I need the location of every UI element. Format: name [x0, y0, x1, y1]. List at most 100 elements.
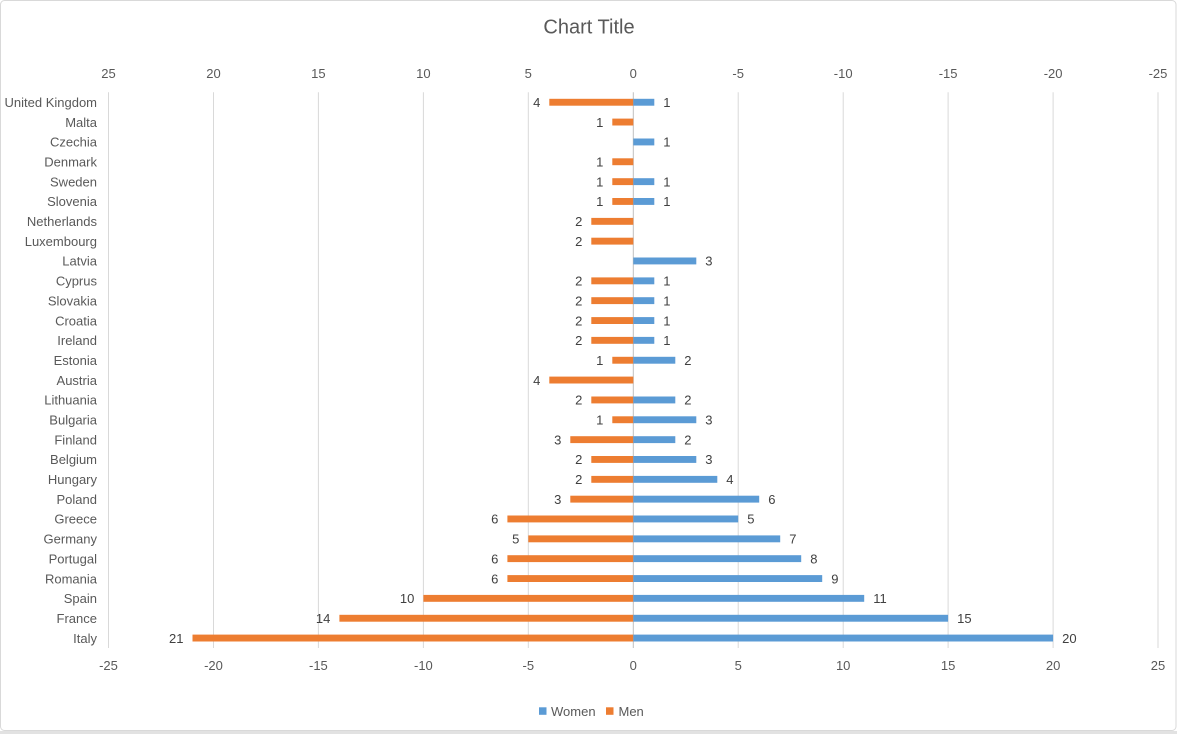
svg-text:Austria: Austria — [57, 373, 98, 388]
svg-text:4: 4 — [533, 95, 540, 110]
svg-text:Luxembourg: Luxembourg — [25, 234, 97, 249]
svg-text:-25: -25 — [1149, 66, 1168, 81]
svg-text:2: 2 — [684, 353, 691, 368]
svg-text:2: 2 — [684, 432, 691, 447]
svg-text:2: 2 — [575, 393, 582, 408]
svg-text:4: 4 — [533, 373, 540, 388]
svg-text:2: 2 — [575, 313, 582, 328]
svg-text:2: 2 — [575, 472, 582, 487]
svg-text:2: 2 — [575, 333, 582, 348]
svg-text:-15: -15 — [309, 658, 328, 673]
svg-text:-20: -20 — [1044, 66, 1063, 81]
svg-text:2: 2 — [575, 214, 582, 229]
svg-text:Belgium: Belgium — [50, 452, 97, 467]
svg-text:Greece: Greece — [54, 512, 97, 527]
svg-text:1: 1 — [663, 293, 670, 308]
svg-text:1: 1 — [663, 274, 670, 289]
svg-text:-15: -15 — [939, 66, 958, 81]
svg-text:Ireland: Ireland — [57, 333, 97, 348]
svg-text:0: 0 — [630, 658, 637, 673]
svg-text:1: 1 — [663, 135, 670, 150]
svg-text:Bulgaria: Bulgaria — [49, 413, 97, 428]
svg-text:Lithuania: Lithuania — [44, 393, 98, 408]
svg-text:Denmark: Denmark — [44, 155, 97, 170]
svg-text:1: 1 — [596, 115, 603, 130]
svg-text:1: 1 — [663, 95, 670, 110]
svg-text:2: 2 — [575, 452, 582, 467]
svg-text:Spain: Spain — [64, 591, 97, 606]
svg-text:1: 1 — [596, 174, 603, 189]
svg-text:10: 10 — [400, 591, 414, 606]
svg-text:5: 5 — [735, 658, 742, 673]
svg-text:10: 10 — [416, 66, 430, 81]
svg-text:20: 20 — [206, 66, 220, 81]
svg-text:6: 6 — [491, 571, 498, 586]
svg-text:2: 2 — [575, 234, 582, 249]
svg-text:Germany: Germany — [44, 532, 98, 547]
svg-text:Slovakia: Slovakia — [48, 293, 98, 308]
svg-text:8: 8 — [810, 551, 817, 566]
svg-text:0: 0 — [630, 66, 637, 81]
svg-text:-25: -25 — [99, 658, 118, 673]
svg-text:1: 1 — [663, 194, 670, 209]
svg-text:Hungary: Hungary — [48, 472, 98, 487]
svg-text:Czechia: Czechia — [50, 135, 98, 150]
svg-text:3: 3 — [554, 492, 561, 507]
svg-text:9: 9 — [831, 571, 838, 586]
svg-text:-5: -5 — [523, 658, 535, 673]
svg-text:5: 5 — [512, 532, 519, 547]
svg-text:Slovenia: Slovenia — [47, 194, 98, 209]
svg-text:15: 15 — [957, 611, 971, 626]
svg-text:Netherlands: Netherlands — [27, 214, 98, 229]
svg-text:United Kingdom: United Kingdom — [5, 95, 98, 110]
svg-text:Sweden: Sweden — [50, 174, 97, 189]
svg-text:-10: -10 — [834, 66, 853, 81]
svg-text:15: 15 — [941, 658, 955, 673]
svg-text:1: 1 — [596, 353, 603, 368]
svg-text:Chart Title: Chart Title — [543, 16, 634, 38]
svg-text:11: 11 — [873, 591, 887, 606]
svg-text:15: 15 — [311, 66, 325, 81]
svg-text:Estonia: Estonia — [54, 353, 98, 368]
svg-text:6: 6 — [491, 512, 498, 527]
svg-text:1: 1 — [663, 313, 670, 328]
svg-text:1: 1 — [663, 333, 670, 348]
svg-text:20: 20 — [1062, 631, 1076, 646]
svg-text:Men: Men — [619, 704, 644, 719]
svg-text:France: France — [57, 611, 97, 626]
svg-text:Croatia: Croatia — [55, 313, 98, 328]
svg-text:4: 4 — [726, 472, 733, 487]
svg-text:6: 6 — [491, 551, 498, 566]
svg-text:Women: Women — [551, 704, 596, 719]
svg-text:Finland: Finland — [54, 432, 97, 447]
svg-text:Poland: Poland — [57, 492, 97, 507]
svg-text:3: 3 — [554, 432, 561, 447]
svg-text:3: 3 — [705, 413, 712, 428]
svg-text:Portugal: Portugal — [49, 551, 98, 566]
svg-text:3: 3 — [705, 254, 712, 269]
svg-text:Italy: Italy — [73, 631, 97, 646]
svg-text:25: 25 — [1151, 658, 1165, 673]
svg-text:Romania: Romania — [45, 571, 98, 586]
svg-text:2: 2 — [684, 393, 691, 408]
svg-text:2: 2 — [575, 293, 582, 308]
svg-text:5: 5 — [525, 66, 532, 81]
svg-text:25: 25 — [101, 66, 115, 81]
svg-text:7: 7 — [789, 532, 796, 547]
svg-text:Cyprus: Cyprus — [56, 274, 98, 289]
svg-text:Malta: Malta — [65, 115, 98, 130]
svg-text:1: 1 — [596, 194, 603, 209]
svg-text:-20: -20 — [204, 658, 223, 673]
svg-text:14: 14 — [316, 611, 330, 626]
svg-text:21: 21 — [169, 631, 183, 646]
svg-text:20: 20 — [1046, 658, 1060, 673]
svg-text:3: 3 — [705, 452, 712, 467]
svg-text:10: 10 — [836, 658, 850, 673]
svg-text:1: 1 — [596, 155, 603, 170]
svg-text:-10: -10 — [414, 658, 433, 673]
svg-text:5: 5 — [747, 512, 754, 527]
svg-text:1: 1 — [596, 413, 603, 428]
svg-text:-5: -5 — [732, 66, 744, 81]
svg-text:2: 2 — [575, 274, 582, 289]
svg-text:Latvia: Latvia — [62, 254, 97, 269]
